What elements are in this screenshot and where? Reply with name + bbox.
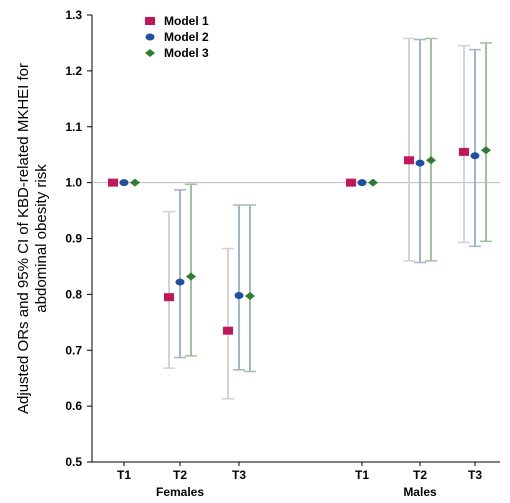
- y-axis-label: Adjusted ORs and 95% CI of KBD-related M…: [15, 63, 50, 414]
- data-marks: [108, 37, 492, 400]
- marker-diamond: [130, 178, 140, 187]
- marker-diamond: [481, 146, 491, 155]
- x-tick-label: T3: [468, 468, 482, 482]
- marker-diamond: [245, 292, 255, 301]
- y-tick-label: 1.1: [65, 120, 82, 134]
- y-tick-label: 0.7: [65, 343, 82, 357]
- y-tick-label: 1.0: [65, 176, 82, 190]
- x-tick-label: T2: [413, 468, 427, 482]
- marker-circle: [415, 159, 425, 167]
- group-label: Males: [403, 485, 437, 499]
- marker-circle: [145, 33, 155, 41]
- y-tick-label: 0.8: [65, 287, 82, 301]
- plot-area: 0.5 0.6 0.7 0.8 0.9 1.0 1.1 1.2 1.3 T1 T2 T3 Females…: [65, 8, 500, 499]
- y-tick-label: 0.5: [65, 455, 82, 469]
- x-tick-label: T3: [232, 468, 246, 482]
- marker-square: [223, 326, 233, 335]
- marker-circle: [234, 291, 244, 299]
- legend-label: Model 3: [164, 46, 209, 60]
- marker-square: [404, 156, 414, 165]
- marker-diamond: [368, 178, 378, 187]
- y-tick-label: 1.3: [65, 8, 82, 22]
- marker-square: [108, 178, 118, 187]
- y-axis-label-line-2: abdominal obesity risk: [33, 164, 50, 313]
- y-tick-label: 0.9: [65, 232, 82, 246]
- y-tick-label: 0.6: [65, 399, 82, 413]
- x-tick-label: T1: [355, 468, 369, 482]
- y-axis-label-line-1: Adjusted ORs and 95% CI of KBD-related M…: [15, 63, 32, 414]
- marker-circle: [357, 179, 367, 187]
- marker-square: [145, 17, 155, 25]
- marker-diamond: [426, 156, 436, 165]
- marker-square: [459, 147, 469, 156]
- legend: Model 1 Model 2 Model 3: [145, 14, 209, 60]
- marker-square: [346, 178, 356, 187]
- marker-circle: [175, 278, 185, 286]
- marker-square: [164, 293, 174, 302]
- y-tick-label: 1.2: [65, 64, 82, 78]
- marker-circle: [119, 179, 129, 187]
- marker-circle: [470, 152, 480, 160]
- group-label: Females: [156, 485, 204, 499]
- legend-label: Model 2: [164, 30, 209, 44]
- marker-diamond: [186, 272, 196, 281]
- legend-label: Model 1: [164, 14, 209, 28]
- x-tick-label: T2: [173, 468, 187, 482]
- marker-diamond: [145, 49, 155, 57]
- x-tick-label: T1: [117, 468, 131, 482]
